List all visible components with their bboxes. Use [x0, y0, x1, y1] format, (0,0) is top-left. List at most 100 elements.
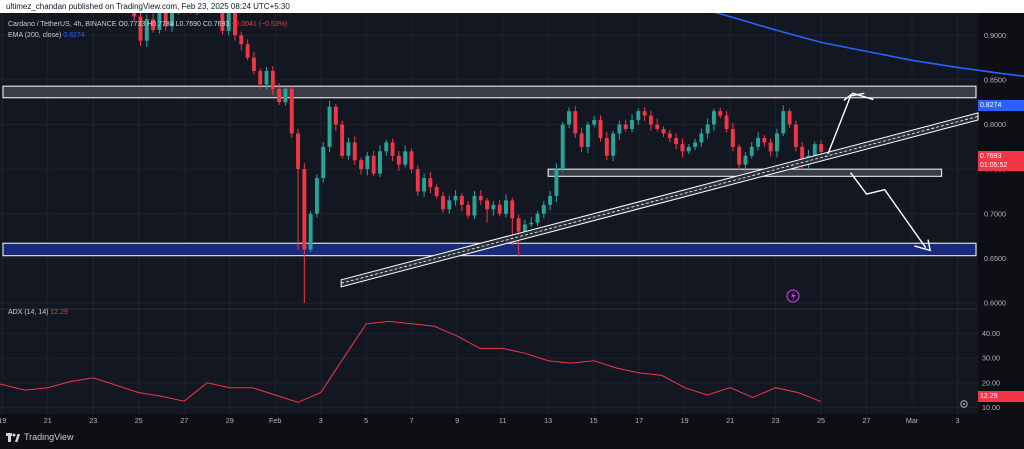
candle-body	[667, 133, 672, 138]
ohlc-values: O0.7733 H0.7784 L0.7690 C0.7693	[118, 21, 230, 28]
brand-name: TradingView	[24, 432, 74, 442]
candle-body	[308, 213, 313, 250]
chart-area[interactable]: 0.90000.85000.80000.75000.70000.65000.60…	[0, 13, 1024, 427]
candle-body	[819, 144, 824, 152]
tradingview-brand[interactable]: TradingView	[6, 432, 74, 442]
price-change: −0.0041 (−0.53%)	[231, 21, 288, 28]
price-tick-label: 0.6500	[984, 254, 1006, 263]
price-scale-background[interactable]	[978, 13, 1024, 414]
time-axis-ticks: 19 21 23 25 27 29 Feb 3 5 7 9 11 13 15 17 19 21 23 25 27 Mar…	[0, 416, 960, 425]
breakdown-arrow-line	[850, 172, 927, 249]
candle-body	[359, 160, 364, 170]
breakout-arrow-line	[827, 92, 865, 155]
adx-legend[interactable]: ADX (14, 14) 12.29	[8, 309, 68, 316]
candle-body	[730, 129, 735, 147]
time-tick-label: 27	[180, 416, 188, 425]
time-tick-label: 25	[135, 416, 143, 425]
trendline-channel	[340, 112, 979, 288]
candle-body	[636, 111, 641, 121]
symbol-legend[interactable]: Cardano / TetherUS, 4h, BINANCE O0.7733 …	[8, 21, 287, 28]
candle-body	[302, 169, 307, 250]
candle-body	[346, 142, 351, 156]
candle-body	[434, 187, 439, 196]
adx-axis-ticks: 40.00 30.00 20.00 10.00	[982, 329, 1000, 412]
candle-body	[333, 106, 338, 125]
candle-body	[157, 13, 162, 30]
candle-body	[648, 115, 653, 125]
candle-body	[251, 57, 256, 71]
adx-line	[0, 320, 822, 403]
candle-body	[478, 195, 483, 201]
ema-200-line	[713, 13, 1024, 77]
candle-body	[699, 133, 704, 143]
candle-body	[144, 19, 149, 41]
candle-body	[642, 111, 647, 116]
candle-body	[377, 151, 382, 174]
candle-body	[749, 146, 754, 156]
candle-body	[800, 146, 805, 165]
candle-body	[693, 142, 697, 147]
time-tick-label: 25	[817, 416, 825, 425]
candle-body	[630, 120, 634, 129]
candle-body	[170, 13, 174, 27]
time-tick-label: 3	[956, 416, 960, 425]
candle-body	[775, 133, 779, 152]
candle-body	[352, 142, 357, 161]
time-tick-label: 23	[89, 416, 97, 425]
candle-body	[459, 195, 464, 205]
candle-body	[390, 142, 395, 156]
candle-body	[283, 88, 288, 103]
candle-body	[258, 71, 263, 85]
time-scale-background[interactable]	[0, 414, 1024, 427]
candle-body	[535, 213, 540, 223]
time-tick-label: 21	[44, 416, 52, 425]
time-tick-label: 21	[726, 416, 734, 425]
publisher-text: ultimez_chandan published on TradingView…	[6, 2, 290, 11]
candle-body	[409, 151, 414, 170]
candle-body	[567, 111, 571, 125]
lightning-icon[interactable]	[786, 289, 800, 303]
breakout-arrow-head	[843, 92, 874, 101]
time-tick-label: Mar	[906, 416, 919, 425]
candle-body	[453, 195, 458, 201]
adx-tick-label: 20.00	[982, 378, 1000, 387]
tradingview-logo-icon	[6, 432, 20, 442]
candle-body	[768, 142, 773, 152]
candle-body	[541, 204, 546, 214]
arrows	[827, 92, 932, 252]
time-tick-label: 3	[319, 416, 323, 425]
ema-legend[interactable]: EMA (200, close) 0.8274	[8, 32, 85, 39]
ema-label: EMA (200, close)	[8, 32, 62, 39]
time-tick-label: 23	[772, 416, 780, 425]
candle-body	[396, 155, 401, 165]
candle-body	[611, 133, 616, 156]
candle-body	[220, 13, 225, 31]
candle-body	[548, 195, 553, 205]
candle-body	[497, 204, 502, 214]
time-tick-label: 5	[364, 416, 368, 425]
ema-price-tag: 0.8274	[978, 100, 1024, 111]
candle-body	[491, 204, 496, 210]
candle-body	[793, 124, 798, 147]
price-tick-label: 0.6000	[984, 299, 1006, 308]
time-tick-label: 17	[635, 416, 643, 425]
settings-gear-icon[interactable]	[960, 400, 968, 408]
last-price-value: 0.7693	[980, 153, 1002, 160]
candle-body	[529, 222, 534, 225]
price-tick-label: 0.9000	[984, 31, 1006, 40]
candle-body	[277, 88, 282, 103]
candle-body	[270, 71, 275, 89]
candle-body	[245, 44, 250, 58]
candle-body	[371, 155, 376, 174]
candle-body	[138, 16, 143, 41]
candle-body	[485, 200, 490, 210]
adx-label: ADX (14, 14)	[8, 309, 49, 316]
candle-body	[762, 137, 767, 143]
candle-body	[504, 200, 508, 214]
grid	[0, 13, 978, 414]
candle-body	[674, 137, 679, 145]
ema-value: 0.8274	[63, 32, 85, 39]
candle-body	[743, 155, 748, 165]
candle-body	[289, 88, 294, 134]
candle-body	[661, 129, 666, 134]
